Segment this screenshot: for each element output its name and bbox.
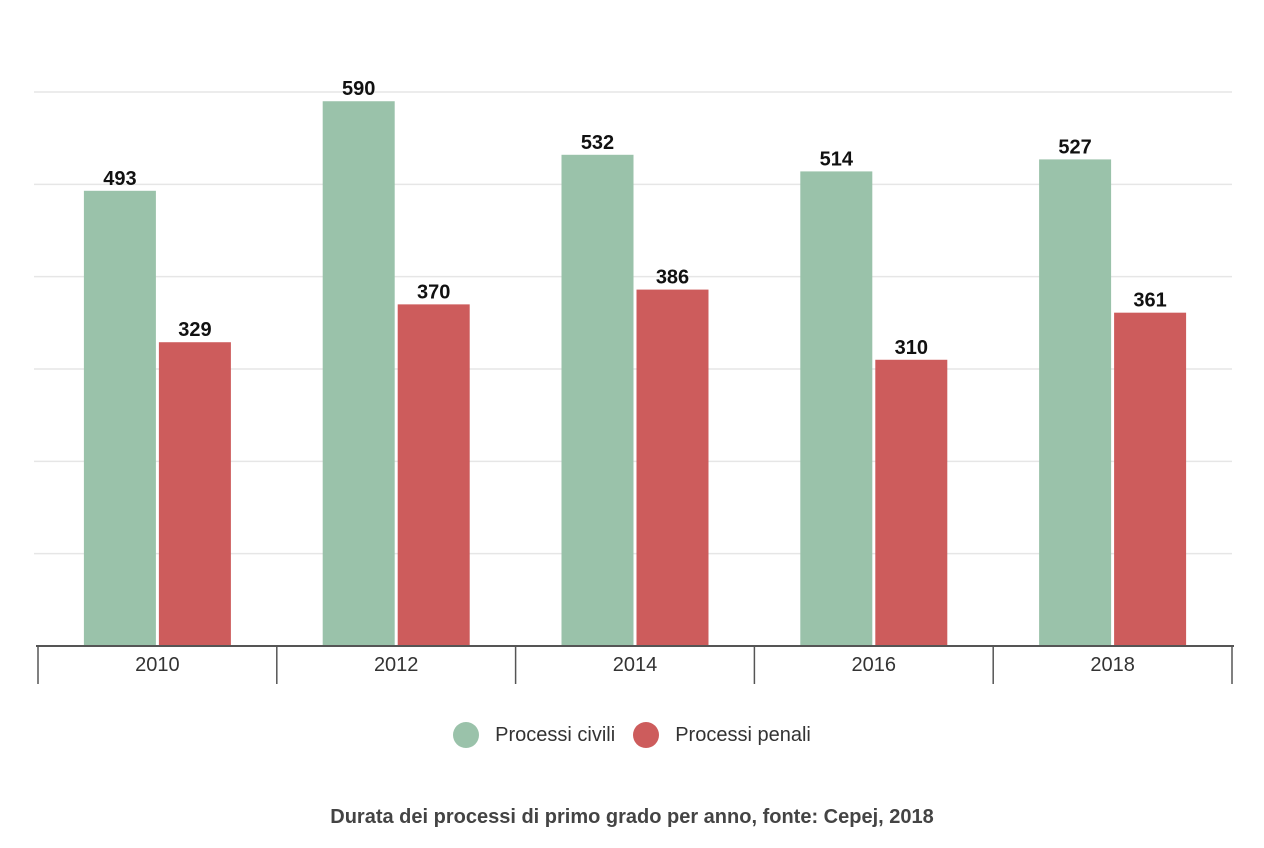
bar-processi-penali-2012 [397,304,470,646]
data-label-processi-penali-2010: 329 [178,319,211,341]
data-label-processi-penali-2018: 361 [1133,290,1166,312]
data-label-processi-civili-2014: 532 [581,132,614,154]
legend-swatch-penali [633,722,660,748]
x-tick-label-2012: 2012 [374,654,419,676]
data-label-processi-civili-2018: 527 [1058,136,1091,158]
bar-processi-civili-2016 [800,171,873,646]
data-label-processi-penali-2014: 386 [656,267,689,289]
x-tick-label-2018: 2018 [1090,654,1135,676]
bar-processi-penali-2018 [1114,312,1187,646]
legend-label-penali: Processi penali [675,723,811,746]
bar-processi-penali-2014 [636,289,709,646]
bar-processi-civili-2014 [561,154,634,646]
bar-processi-penali-2010 [158,342,231,646]
bar-processi-civili-2012 [322,101,395,646]
x-tick-label-2016: 2016 [852,654,897,676]
legend-item-penali: Processi penali [633,722,811,748]
x-tick-label-2010: 2010 [135,654,180,676]
bar-processi-civili-2018 [1039,159,1112,647]
bar-processi-civili-2010 [83,190,156,646]
legend: Processi civili Processi penali [0,722,1264,748]
legend-item-civili: Processi civili [453,722,615,748]
bar-processi-penali-2016 [875,359,948,646]
data-label-processi-penali-2012: 370 [417,281,450,303]
chart-caption: Durata dei processi di primo grado per a… [330,806,934,828]
data-label-processi-civili-2016: 514 [820,148,854,170]
legend-label-civili: Processi civili [495,723,616,746]
x-tick-label-2014: 2014 [613,654,658,676]
data-label-processi-civili-2012: 590 [342,78,375,100]
data-label-processi-civili-2010: 493 [103,168,136,190]
legend-swatch-civili [453,722,480,748]
data-label-processi-penali-2016: 310 [895,337,928,359]
